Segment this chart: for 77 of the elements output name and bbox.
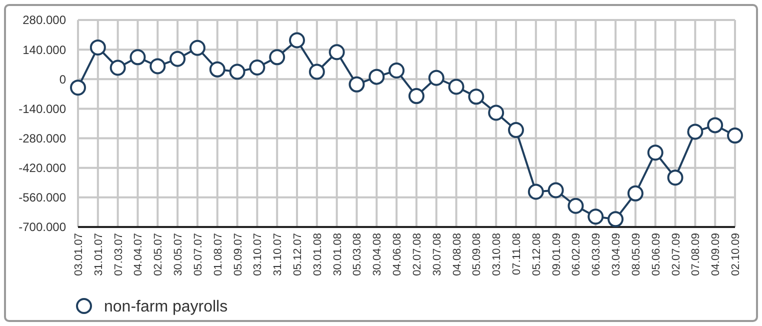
y-tick-label: 0 (59, 72, 66, 86)
legend-label: non-farm payrolls (104, 298, 228, 316)
x-tick-label: 03.04.09 (610, 233, 623, 276)
x-tick-label: 03.01.07 (73, 233, 85, 276)
x-tick-label: 03.01.08 (312, 233, 324, 276)
point (627, 185, 644, 202)
point (348, 76, 365, 92)
x-tick-label: 04.08.08 (451, 233, 464, 276)
point (528, 184, 544, 200)
point (508, 122, 524, 138)
point (308, 64, 325, 80)
point (289, 32, 305, 48)
point (588, 208, 604, 225)
point (727, 128, 743, 144)
x-tick-label: 02.07.08 (411, 233, 424, 276)
point (468, 88, 484, 105)
x-tick-label: 05.03.08 (352, 233, 364, 276)
y-tick-label: -280.000 (18, 131, 66, 146)
x-tick-label: 01.08.07 (212, 233, 224, 276)
point (110, 60, 126, 76)
point (189, 40, 206, 56)
x-tick-label: 05.09.07 (232, 233, 244, 276)
x-tick-label: 03.10.08 (491, 233, 504, 276)
point (90, 39, 106, 56)
x-tick-label: 02.07.09 (670, 233, 682, 276)
point (249, 60, 266, 76)
x-tick-label: 07.11.08 (511, 233, 523, 276)
x-tick-label: 08.05.09 (630, 233, 642, 276)
x-tick-label: 30.04.08 (372, 233, 384, 276)
y-tick-label: -140.000 (18, 102, 66, 116)
point (608, 211, 624, 228)
x-tick-label: 05.09.08 (471, 233, 484, 276)
point (647, 144, 664, 161)
x-tick-label: 30.01.08 (332, 233, 344, 276)
x-tick-label: 31.10.07 (272, 233, 284, 276)
x-tick-label: 31.01.07 (92, 233, 105, 276)
point (150, 58, 166, 74)
y-tick-label: -700.000 (18, 220, 66, 234)
x-tick-label: 30.05.07 (172, 233, 185, 276)
x-tick-label: 02.05.07 (152, 233, 165, 276)
point (70, 80, 86, 96)
point (667, 170, 684, 186)
point (707, 117, 724, 134)
point (130, 49, 146, 66)
x-tick-label: 04.06.08 (392, 233, 404, 276)
x-tick-label: 09.01.09 (550, 233, 563, 276)
point (269, 49, 286, 66)
x-tick-label: 04.09.09 (710, 233, 722, 276)
point (448, 78, 464, 95)
point (488, 104, 504, 121)
y-tick-label: -420.000 (18, 161, 66, 176)
x-tick-label: 30.07.08 (431, 233, 444, 276)
x-tick-label: 03.10.07 (252, 233, 264, 276)
point (170, 50, 186, 67)
x-tick-label: 05.12.07 (292, 233, 304, 276)
x-tick-label: 02.10.09 (730, 233, 742, 276)
point (209, 61, 226, 78)
y-tick-label: 140.000 (22, 42, 66, 57)
x-tick-label: 05.12.08 (530, 233, 543, 276)
point (408, 88, 424, 104)
x-tick-label: 06.03.09 (590, 233, 603, 276)
x-tick-label: 05.06.09 (650, 233, 662, 276)
point (328, 44, 345, 60)
x-tick-label: 05.07.07 (192, 233, 204, 276)
point (388, 62, 405, 78)
x-tick-label: 07.03.07 (112, 233, 125, 276)
point (548, 182, 564, 198)
y-tick-label: 280.000 (22, 13, 66, 28)
y-tick-label: -560.000 (18, 190, 66, 205)
x-tick-label: 07.08.09 (690, 233, 702, 276)
point (229, 64, 246, 80)
x-tick-label: 06.02.09 (570, 233, 583, 276)
point (687, 124, 704, 140)
point (368, 68, 385, 85)
point (428, 70, 444, 86)
point (568, 198, 584, 214)
x-tick-label: 04.04.07 (132, 233, 145, 276)
